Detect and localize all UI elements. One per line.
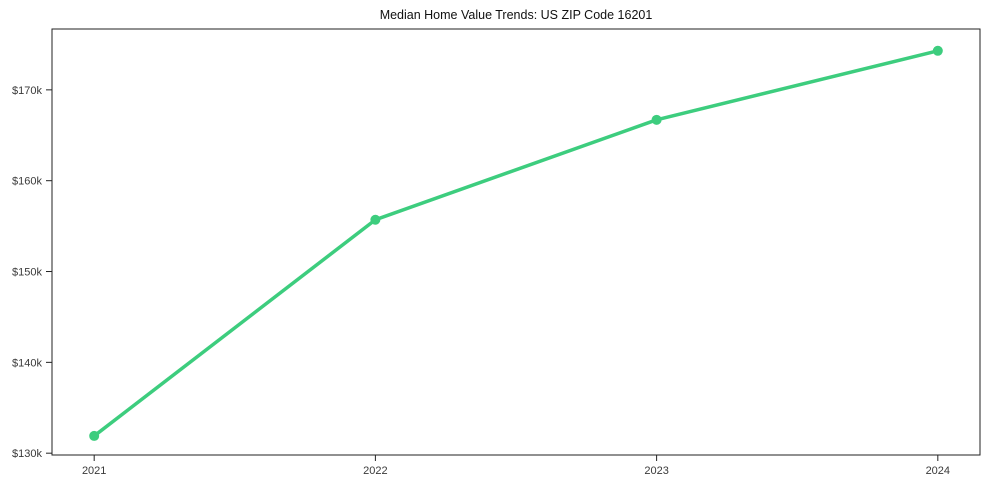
y-tick-label: $140k <box>12 357 42 369</box>
y-tick-label: $170k <box>12 85 42 97</box>
x-tick-label: 2022 <box>363 465 387 477</box>
y-tick-label: $150k <box>12 267 42 279</box>
x-tick-label: 2024 <box>926 465 950 477</box>
chart-title: Median Home Value Trends: US ZIP Code 16… <box>379 8 653 22</box>
data-point-marker <box>370 214 381 225</box>
data-point-marker <box>89 430 100 441</box>
y-tick-label: $160k <box>12 176 42 188</box>
x-tick-label: 2021 <box>82 465 106 477</box>
data-point-marker <box>651 114 662 125</box>
plot-border <box>51 28 981 456</box>
x-tick-label: 2023 <box>644 465 668 477</box>
line-series <box>92 49 940 438</box>
data-point-marker <box>932 45 943 56</box>
y-tick-label: $130k <box>12 448 42 460</box>
